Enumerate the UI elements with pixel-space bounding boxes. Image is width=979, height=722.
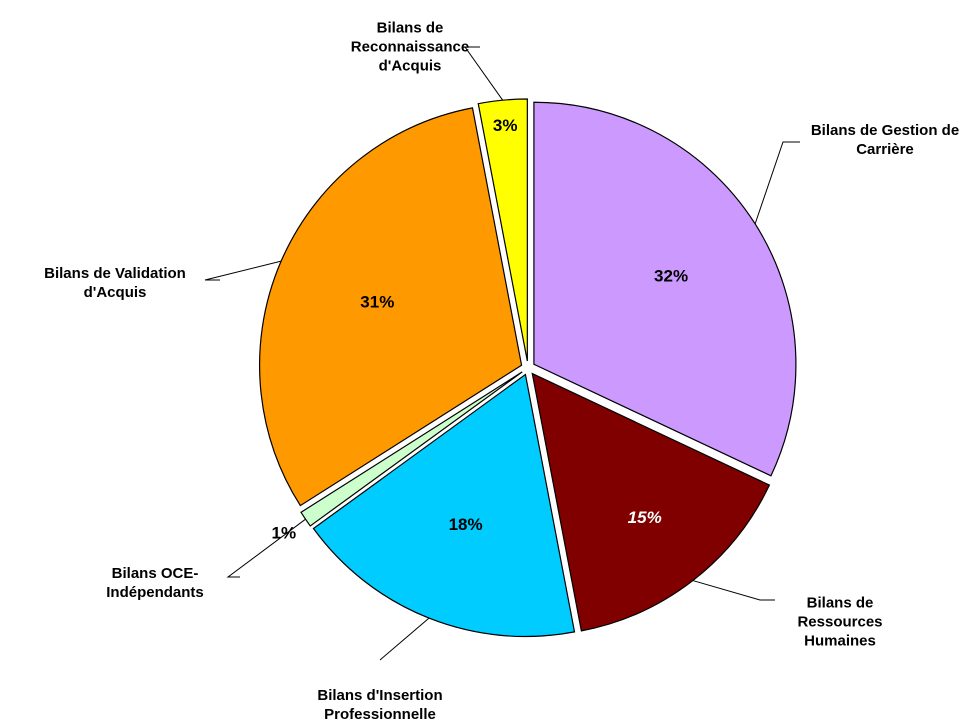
value-label: 31%	[360, 292, 394, 311]
value-label: 15%	[628, 508, 662, 527]
leader-line	[692, 580, 775, 601]
category-label: Bilans OCE-Indépendants	[106, 565, 204, 601]
pie-slice	[300, 371, 523, 527]
category-label: Bilans de Gestion de Carrière	[810, 122, 960, 158]
pie-slice	[531, 372, 771, 632]
leader-line	[464, 46, 504, 101]
value-label: 1%	[272, 523, 297, 542]
value-label: 32%	[654, 267, 688, 286]
category-label: Bilans de Validation d'Acquis	[44, 265, 186, 301]
leader-line	[379, 617, 430, 661]
value-label: 18%	[449, 515, 483, 534]
category-label: Bilans de Reconnaissance d'Acquis	[350, 19, 470, 75]
pie-slice	[312, 373, 576, 638]
leader-line	[204, 260, 282, 281]
value-label: 3%	[493, 116, 518, 135]
category-label: Bilans d'Insertion Professionnelle	[317, 687, 443, 722]
pie-slice	[258, 107, 523, 507]
leader-line	[754, 141, 800, 225]
leader-line	[226, 518, 306, 578]
category-label: Bilans de Ressources Humaines	[797, 594, 883, 650]
